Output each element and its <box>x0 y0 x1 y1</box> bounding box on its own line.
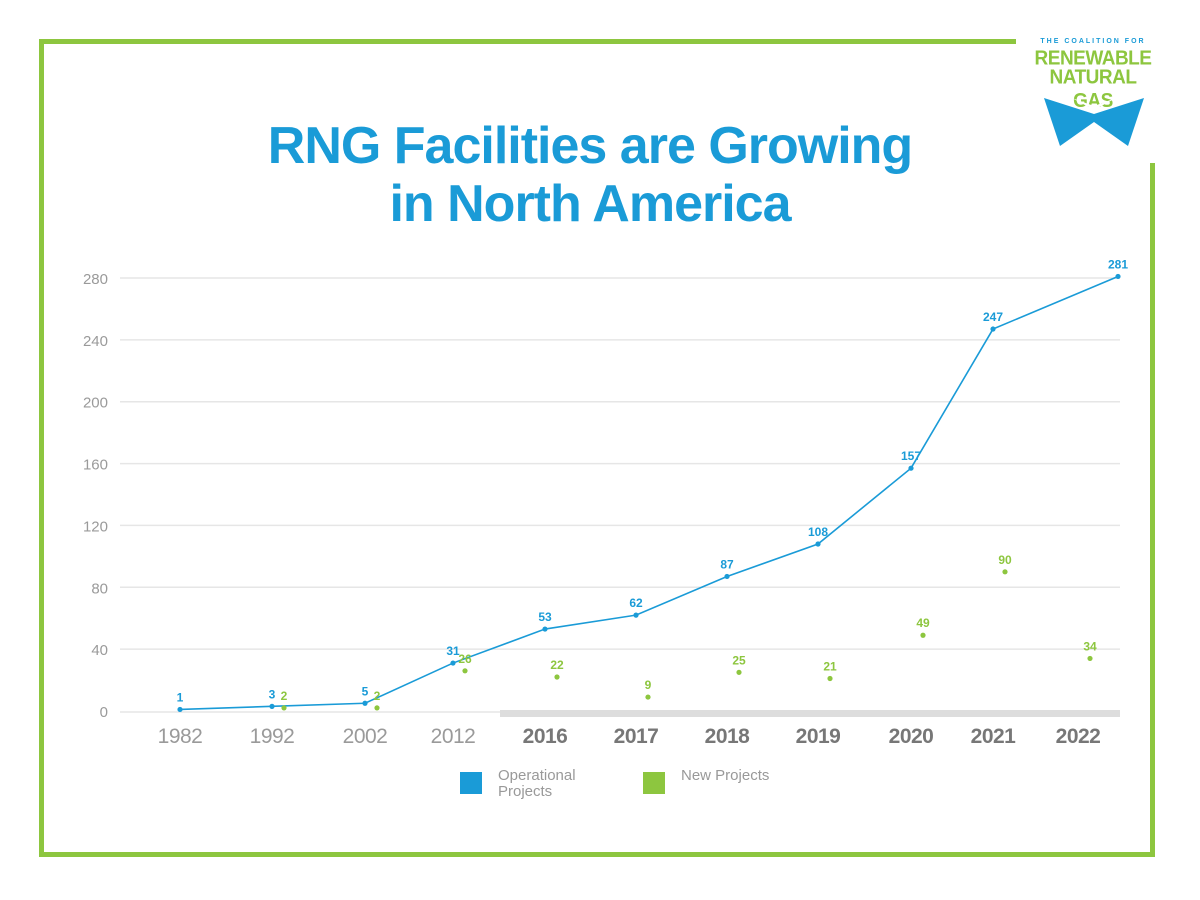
data-label-new: 21 <box>823 660 837 674</box>
logo-tagline: THE COALITION FOR <box>1040 38 1146 45</box>
data-point-new <box>920 632 926 638</box>
data-point-operational <box>269 703 275 709</box>
x-tick-label: 2012 <box>431 725 476 748</box>
data-point-new <box>1002 569 1008 575</box>
data-point-new <box>554 674 560 680</box>
x-tick-label: 2018 <box>705 725 751 748</box>
data-point-operational <box>724 573 730 580</box>
x-tick-label: 2016 <box>523 725 568 748</box>
x-tick-label: 2017 <box>614 725 659 748</box>
data-label-operational: 281 <box>1108 257 1128 271</box>
data-label-operational: 1 <box>177 690 184 704</box>
data-point-operational <box>1115 273 1121 280</box>
legend-swatch-operational <box>460 772 482 794</box>
data-label-new: 34 <box>1083 639 1097 653</box>
legend-item-operational: Operational Projects <box>460 768 598 800</box>
data-label-operational: 62 <box>629 596 643 610</box>
y-tick-label: 120 <box>83 518 108 535</box>
y-tick-label: 40 <box>91 642 108 659</box>
data-point-operational <box>450 660 456 666</box>
y-tick-label: 200 <box>83 395 108 412</box>
x-tick-label: 2021 <box>971 725 1017 748</box>
data-label-new: 9 <box>645 678 652 692</box>
y-tick-label: 240 <box>83 333 108 350</box>
data-label-operational: 5 <box>362 684 369 698</box>
legend-label-operational: Operational Projects <box>498 767 576 800</box>
data-label-operational: 53 <box>538 610 552 624</box>
y-tick-label: 280 <box>83 271 108 288</box>
data-label-operational: 157 <box>901 449 921 463</box>
x-tick-label: 2020 <box>889 725 934 748</box>
coalition-logo: THE COALITION FOR RENEWABLE NATURAL GAS <box>1028 36 1158 148</box>
chart-title-line-1: RNG Facilities are Growing <box>267 117 913 175</box>
data-point-operational <box>633 612 639 618</box>
logo-bowtie-icon <box>1044 98 1144 146</box>
x-tick-label: 1982 <box>158 725 203 748</box>
data-point-operational <box>815 541 821 547</box>
y-tick-label: 0 <box>100 704 108 721</box>
data-point-new <box>1087 655 1093 662</box>
data-point-new <box>281 705 287 711</box>
y-tick-label: 80 <box>91 580 108 597</box>
chart-frame <box>39 39 1155 857</box>
x-tick-label: 2022 <box>1056 725 1101 748</box>
data-point-operational <box>362 700 368 706</box>
x-tick-label: 2002 <box>343 725 388 748</box>
legend-label-new: New Projects <box>681 767 770 784</box>
y-tick-label: 160 <box>83 457 108 474</box>
data-label-operational: 87 <box>720 557 734 571</box>
data-label-operational: 3 <box>269 687 276 701</box>
data-label-operational: 247 <box>983 310 1003 324</box>
data-label-new: 90 <box>998 553 1012 567</box>
data-point-new <box>374 705 380 711</box>
data-point-operational <box>542 626 548 632</box>
data-label-new: 26 <box>458 652 472 666</box>
logo-background <box>1016 30 1166 163</box>
data-label-new: 25 <box>732 653 746 667</box>
data-point-operational <box>990 326 996 332</box>
data-label-new: 49 <box>916 616 930 630</box>
data-point-new <box>462 668 468 674</box>
legend-item-new: New Projects <box>643 768 781 794</box>
data-point-operational <box>177 706 183 713</box>
legend-swatch-new <box>643 772 665 794</box>
data-label-operational: 108 <box>808 525 828 539</box>
data-label-new: 2 <box>374 689 381 703</box>
x-tick-label: 2019 <box>796 725 841 748</box>
x-tick-label: 1992 <box>250 725 295 748</box>
baseline-band <box>500 710 1120 717</box>
logo-word-natural-gas: NATURAL GAS <box>1049 66 1137 113</box>
data-point-new <box>645 694 651 700</box>
data-point-new <box>736 669 742 675</box>
data-point-operational <box>908 465 914 471</box>
data-label-new: 2 <box>281 689 288 703</box>
data-point-new <box>827 675 833 682</box>
chart-title-line-2: in North America <box>389 175 791 233</box>
logo-word-renewable: RENEWABLE <box>1034 47 1152 70</box>
series-line-operational <box>179 275 1119 711</box>
data-label-new: 22 <box>550 658 564 672</box>
data-label-operational: 31 <box>446 644 460 658</box>
